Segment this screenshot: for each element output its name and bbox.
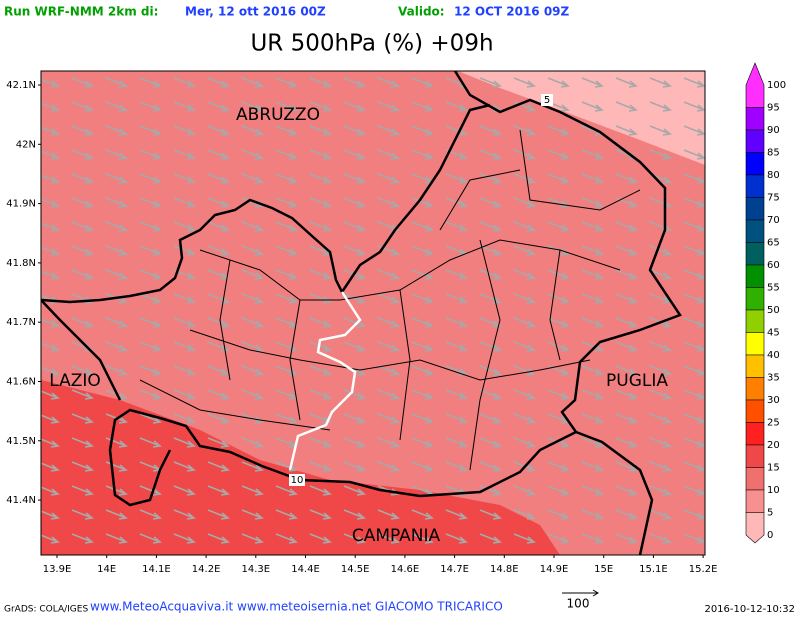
colorbar-label: 35 <box>767 373 780 384</box>
colorbar-label: 100 <box>767 80 786 91</box>
lat-label: 41.7N <box>6 317 36 328</box>
run-label: Run WRF-NMM 2km di: <box>4 5 158 19</box>
colorbar-segment <box>745 219 765 243</box>
colorbar-label: 10 <box>767 485 780 496</box>
colorbar-label: 70 <box>767 215 780 226</box>
colorbar-segment <box>745 512 765 544</box>
municipal-borders <box>139 129 641 471</box>
colorbar-segment <box>745 107 765 131</box>
province-border <box>288 291 362 471</box>
lon-label: 14.7E <box>440 564 469 575</box>
colorbar-label: 85 <box>767 148 780 159</box>
colorbar-label: 75 <box>767 193 780 204</box>
lon-label: 15E <box>594 564 613 575</box>
run-date: Mer, 12 ott 2016 00Z <box>185 5 326 19</box>
colorbar-segment <box>745 309 765 333</box>
lon-label: 14.5E <box>341 564 370 575</box>
lon-label: 15.2E <box>689 564 718 575</box>
colorbar-label: 50 <box>767 305 780 316</box>
lon-label: 14.9E <box>540 564 569 575</box>
wind-scale-label: 100 <box>567 597 590 611</box>
colorbar-label: 15 <box>767 463 780 474</box>
lat-label: 41.8N <box>6 258 36 269</box>
colorbar-label: 40 <box>767 350 780 361</box>
colorbar-segment <box>745 489 765 513</box>
colorbar-label: 30 <box>767 395 780 406</box>
timestamp: 2016-10-12-10:32 <box>704 604 795 615</box>
map-fields <box>41 71 705 555</box>
region-label: LAZIO <box>49 371 101 391</box>
contour-label: 10 <box>291 475 304 486</box>
colorbar-segment <box>745 62 765 108</box>
region-label: CAMPANIA <box>352 526 441 546</box>
valid-date: 12 OCT 2016 09Z <box>454 5 570 19</box>
colorbar-segment <box>745 377 765 401</box>
colorbar-segment <box>745 197 765 221</box>
lat-label: 41.9N <box>6 199 36 210</box>
region-label: ABRUZZO <box>236 105 320 125</box>
colorbar-label: 65 <box>767 238 780 249</box>
region-borders <box>41 71 682 555</box>
colorbar-label: 80 <box>767 170 780 181</box>
colorbar-segment <box>745 264 765 288</box>
contour-label: 5 <box>544 95 550 106</box>
colorbar-segment <box>745 287 765 311</box>
site-credits: www.MeteoAcquaviva.it www.meteoisernia.n… <box>90 600 503 614</box>
map-frame <box>40 70 706 556</box>
title: UR 500hPa (%) +09h <box>250 31 493 57</box>
lon-label: 13.9E <box>43 564 72 575</box>
valid-label: Valido: <box>398 5 445 19</box>
colorbar-segment <box>745 354 765 378</box>
colorbar-label: 20 <box>767 440 780 451</box>
colorbar-segment <box>745 422 765 446</box>
colorbar-segment <box>745 332 765 356</box>
colorbar-segment <box>745 444 765 468</box>
wind-arrows <box>41 71 705 555</box>
colorbar-segment <box>745 152 765 176</box>
colorbar-segment <box>745 399 765 423</box>
lon-label: 14.4E <box>291 564 320 575</box>
lat-label: 42N <box>16 139 36 150</box>
colorbar-segment <box>745 467 765 491</box>
colorbar-segment <box>745 174 765 198</box>
region-label: PUGLIA <box>606 371 668 391</box>
colorbar-label: 95 <box>767 103 780 114</box>
colorbar-label: 0 <box>767 530 773 541</box>
lon-label: 15.1E <box>639 564 668 575</box>
lon-label: 14.3E <box>242 564 271 575</box>
colorbar-label: 90 <box>767 125 780 136</box>
wind-scale-arrowhead <box>592 589 599 597</box>
colorbar-label: 45 <box>767 328 780 339</box>
colorbar-label: 5 <box>767 508 773 519</box>
lat-label: 41.4N <box>6 495 36 506</box>
lat-label: 42.1N <box>6 80 36 91</box>
lon-label: 14.8E <box>490 564 519 575</box>
colorbar-label: 25 <box>767 418 780 429</box>
colorbar-segment <box>745 242 765 266</box>
lon-label: 14.6E <box>391 564 420 575</box>
colorbar-label: 55 <box>767 283 780 294</box>
lat-label: 41.6N <box>6 377 36 388</box>
lon-label: 14.2E <box>192 564 221 575</box>
lat-label: 41.5N <box>6 436 36 447</box>
grads-credit: GrADS: COLA/IGES <box>4 605 88 615</box>
colorbar-label: 60 <box>767 260 780 271</box>
lon-label: 14E <box>97 564 116 575</box>
contour-label-bg <box>289 474 305 486</box>
contour-label-bg <box>541 94 553 106</box>
lon-label: 14.1E <box>142 564 171 575</box>
colorbar-segment <box>745 129 765 153</box>
